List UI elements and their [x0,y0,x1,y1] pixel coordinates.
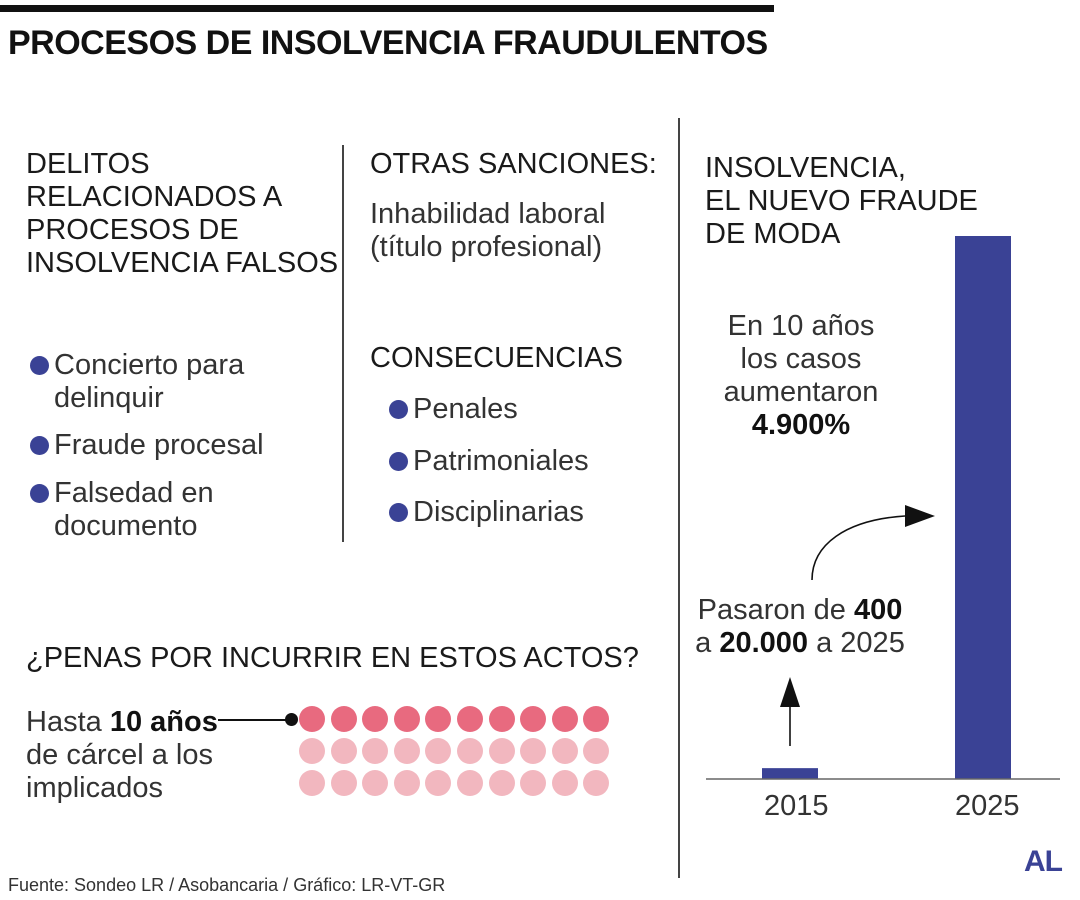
delito-item: Fraude procesal [30,429,264,462]
annotation-growth-value: 4.900% [751,409,851,441]
brand-logo: AL [1024,845,1063,878]
year-dot-filled [488,706,515,732]
year-dot-filled [425,706,452,732]
bullet-dot [30,484,49,503]
penas-years: 10 años [109,706,218,738]
consecuencias-heading: CONSECUENCIAS [370,342,623,374]
consecuencia-item: Patrimoniales [389,445,589,478]
delito-item-line: delinquir [54,382,164,414]
annotation-growth-line1: En 10 años [727,310,875,342]
delito-item: Falsedad en documento [30,477,214,543]
bullet-dot [30,356,49,375]
year-dot-filled [551,706,578,732]
delitos-heading-line: PROCESOS DE [26,214,239,246]
consecuencia-item-label: Disciplinarias [413,496,584,528]
bullet-dot [389,503,408,522]
year-dot-empty [330,770,357,796]
year-dot-empty [330,738,357,764]
year-dot-empty [393,738,420,764]
year-dot-empty [456,738,483,764]
year-dot-filled [520,706,547,732]
annotation-cases-l2-pre: a [695,627,720,659]
otras-sanciones-heading: OTRAS SANCIONES: [370,148,657,180]
delito-item-line: Concierto para [54,349,245,381]
otras-sanciones-text: (título profesional) [370,231,603,263]
penas-text: Hasta 10 años de cárcel a los implicados [26,706,218,805]
penas-connector-line [218,719,290,721]
year-dot-empty [362,738,389,764]
bullet-dot [30,436,49,455]
penas-connector-dot [285,713,298,726]
year-dot-empty [425,738,452,764]
delito-item: Concierto para delinquir [30,349,244,415]
years-dot-grid [299,706,610,796]
year-dot-empty [551,738,578,764]
source-note: Fuente: Sondeo LR / Asobancaria / Gráfic… [8,875,446,895]
year-dot-filled [456,706,483,732]
bar-2015 [762,768,818,779]
penas-heading: ¿PENAS POR INCURRIR EN ESTOS ACTOS? [26,642,639,674]
year-dot-filled [330,706,357,732]
curved-arrow-head [905,505,935,527]
x-tick-label: 2025 [955,790,1020,822]
year-dot-filled [362,706,389,732]
year-dot-empty [393,770,420,796]
consecuencia-item: Penales [389,393,518,426]
annotation-cases: Pasaron de 400 a 20.000 a 2025 [690,594,910,660]
penas-line3: implicados [26,772,163,804]
chart-title-line: INSOLVENCIA, [705,152,906,184]
consecuencia-item-label: Patrimoniales [413,445,589,477]
delitos-heading-line: INSOLVENCIA FALSOS [26,247,339,279]
delito-item-line: documento [54,510,198,542]
year-dot-filled [393,706,420,732]
delito-item-line: Falsedad en [54,477,214,509]
year-dot-empty [488,738,515,764]
penas-line1-pre: Hasta [26,706,110,738]
page-title: PROCESOS DE INSOLVENCIA FRAUDULENTOS [8,24,768,62]
year-dot-empty [456,770,483,796]
year-dot-empty [362,770,389,796]
otras-sanciones-text: Inhabilidad laboral [370,198,606,230]
year-dot-filled [299,706,325,732]
penas-line2: de cárcel a los [26,739,213,771]
year-dot-empty [551,770,578,796]
bar-2025 [955,236,1011,779]
top-rule [0,5,774,12]
year-dot-empty [425,770,452,796]
chart-title-line: EL NUEVO FRAUDE [705,185,978,217]
consecuencia-item: Disciplinarias [389,496,584,529]
annotation-cases-l2-post: a 2025 [808,627,905,659]
year-dot-empty [520,770,547,796]
year-dot-empty [299,738,325,764]
x-tick-label: 2015 [764,790,829,822]
annotation-growth-line2: los casos [740,343,862,375]
annotation-cases-l1-pre: Pasaron de [697,594,854,626]
column-divider-left [342,145,344,542]
chart-title-line: DE MODA [705,218,841,250]
delitos-heading-line: RELACIONADOS A [26,181,283,213]
annotation-growth: En 10 años los casos aumentaron 4.900% [701,310,901,442]
annotation-cases-from: 400 [854,594,903,626]
year-dot-empty [583,738,610,764]
year-dot-empty [520,738,547,764]
consecuencia-item-label: Penales [413,393,518,425]
annotation-cases-to: 20.000 [719,627,809,659]
delito-item-line: Fraude procesal [54,429,264,461]
curved-arrow [811,515,906,581]
annotation-growth-line3: aumentaron [723,376,879,408]
delitos-heading-line: DELITOS [26,148,150,180]
year-dot-empty [488,770,515,796]
bullet-dot [389,400,408,419]
year-dot-filled [583,706,610,732]
year-dot-empty [299,770,325,796]
year-dot-empty [583,770,610,796]
up-arrow-head [780,677,800,707]
bullet-dot [389,452,408,471]
column-divider-right [678,118,680,878]
